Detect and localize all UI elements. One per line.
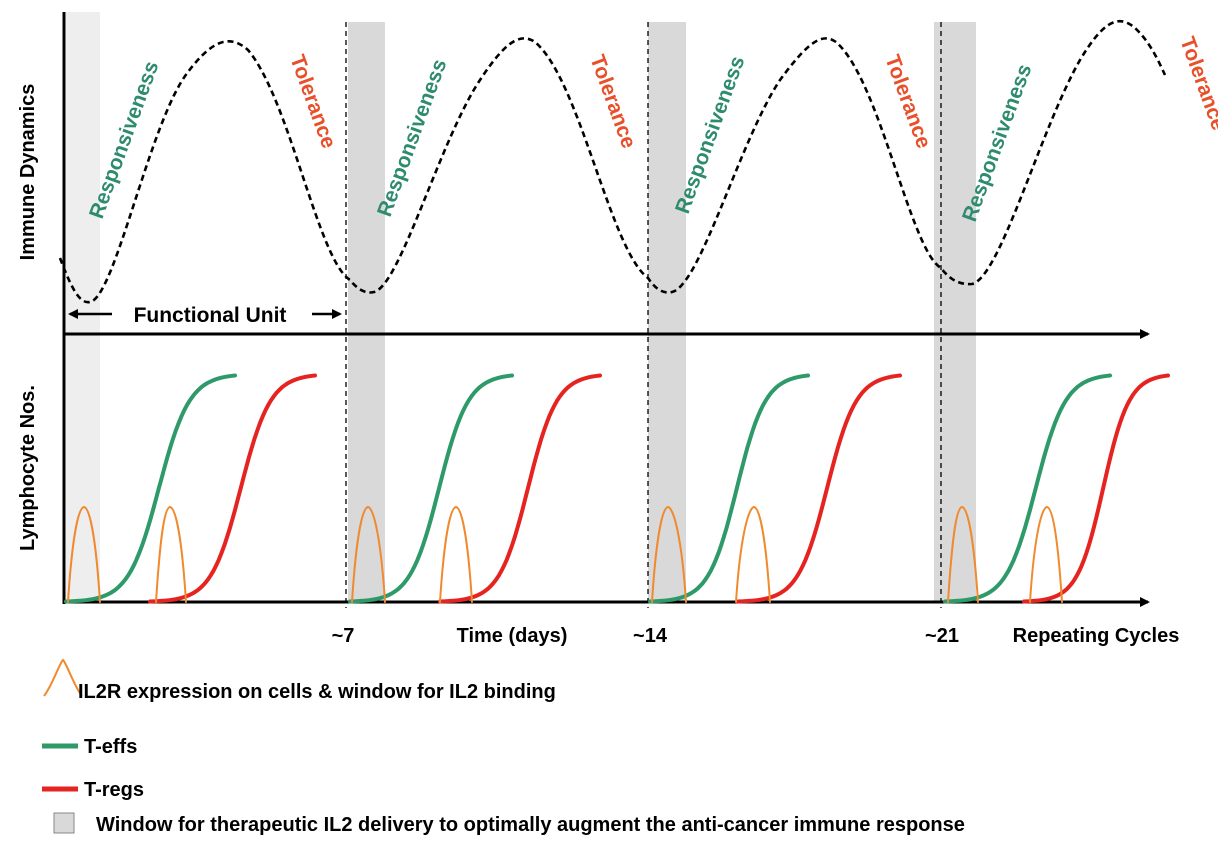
il2r-peak-7 bbox=[947, 505, 979, 603]
il2r-peak-2 bbox=[155, 505, 187, 603]
repeating-cycles-label: Repeating Cycles bbox=[1013, 625, 1180, 647]
legend-il2r-swatch bbox=[43, 658, 83, 697]
immune-dynamics-curve bbox=[58, 19, 1167, 304]
tick-label-21: ~21 bbox=[925, 625, 959, 647]
tolerance-label-2: Tolerance bbox=[585, 52, 640, 152]
tregs-curve-3 bbox=[736, 373, 902, 604]
legend-window-swatch bbox=[53, 812, 75, 834]
il2r-peak-5 bbox=[651, 505, 687, 603]
tolerance-label-4: Tolerance bbox=[1175, 34, 1218, 134]
il2r-peak-1 bbox=[67, 505, 101, 603]
tick-label-7: ~7 bbox=[332, 625, 355, 647]
il2r-peak-4 bbox=[439, 505, 473, 603]
teffs-curves bbox=[64, 373, 1112, 604]
legend-teffs-label: T-effs bbox=[84, 736, 137, 758]
teffs-curve-2 bbox=[348, 373, 514, 604]
il2-window-band-1 bbox=[66, 12, 100, 602]
tregs-curve-4 bbox=[1022, 373, 1170, 604]
legend-il2r-label: IL2R expression on cells & window for IL… bbox=[78, 681, 556, 703]
il2r-peak-6 bbox=[735, 505, 771, 603]
lymphocyte-axis-label: Lymphocyte Nos. bbox=[17, 385, 39, 551]
il2r-peak-8 bbox=[1029, 505, 1063, 603]
il2-window-band-4 bbox=[934, 22, 976, 602]
tolerance-label-1: Tolerance bbox=[285, 52, 340, 152]
x-axis-label: Time (days) bbox=[457, 625, 568, 647]
il2r-peaks bbox=[67, 505, 1063, 603]
il2r-peak-3 bbox=[351, 505, 386, 603]
tregs-curve-2 bbox=[438, 373, 602, 604]
teffs-curve-1 bbox=[64, 373, 237, 604]
il2-window-band-2 bbox=[348, 22, 385, 602]
tregs-curves bbox=[148, 373, 1170, 604]
teffs-curve-4 bbox=[943, 373, 1112, 604]
tolerance-label-3: Tolerance bbox=[880, 52, 935, 152]
legend-window-label: Window for therapeutic IL2 delivery to o… bbox=[96, 814, 965, 836]
teffs-curve-3 bbox=[648, 373, 810, 604]
tregs-curve-1 bbox=[148, 373, 317, 604]
tick-label-14: ~14 bbox=[633, 625, 668, 647]
legend-tregs-label: T-regs bbox=[84, 779, 144, 801]
functional-unit-label: Functional Unit bbox=[134, 304, 287, 327]
il2-window-band-3 bbox=[648, 22, 686, 602]
immune-dynamics-axis-label: Immune Dynamics bbox=[17, 84, 39, 261]
